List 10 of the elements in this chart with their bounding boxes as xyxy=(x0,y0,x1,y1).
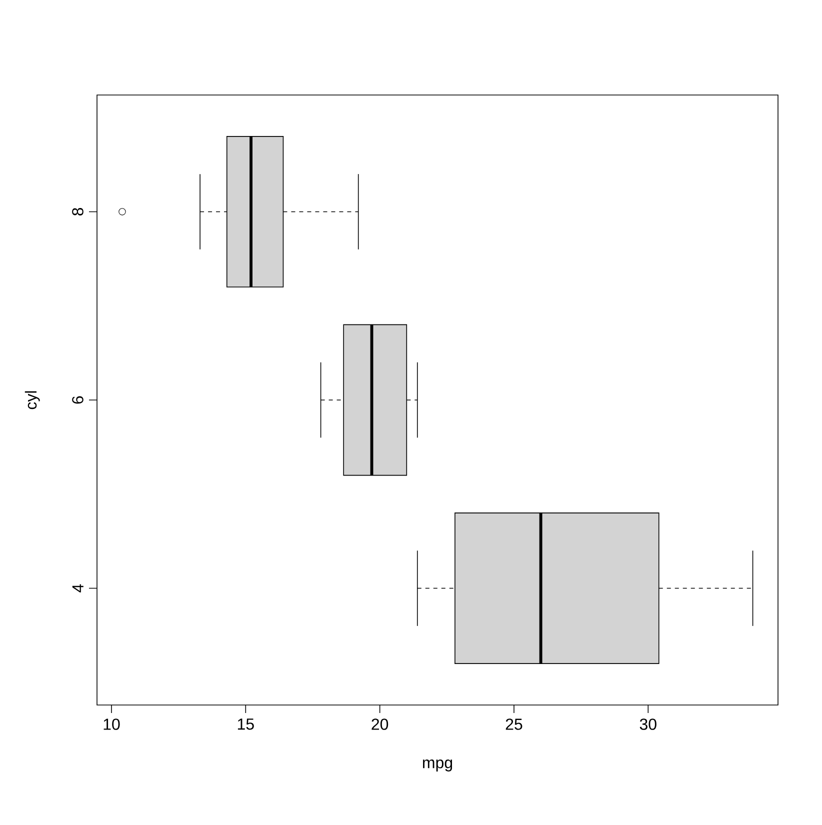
y-tick-label: 4 xyxy=(72,584,84,592)
x-axis-title: mpg xyxy=(423,760,452,772)
x-tick-label: 15 xyxy=(238,718,254,730)
x-tick-label: 30 xyxy=(640,718,656,730)
x-tick-label: 20 xyxy=(372,718,388,730)
x-tick-label: 25 xyxy=(506,718,522,730)
y-tick-label: 8 xyxy=(72,208,84,216)
y-axis-title: cyl xyxy=(24,391,40,410)
y-tick-label: 6 xyxy=(72,396,84,404)
x-tick-label: 10 xyxy=(104,718,120,730)
